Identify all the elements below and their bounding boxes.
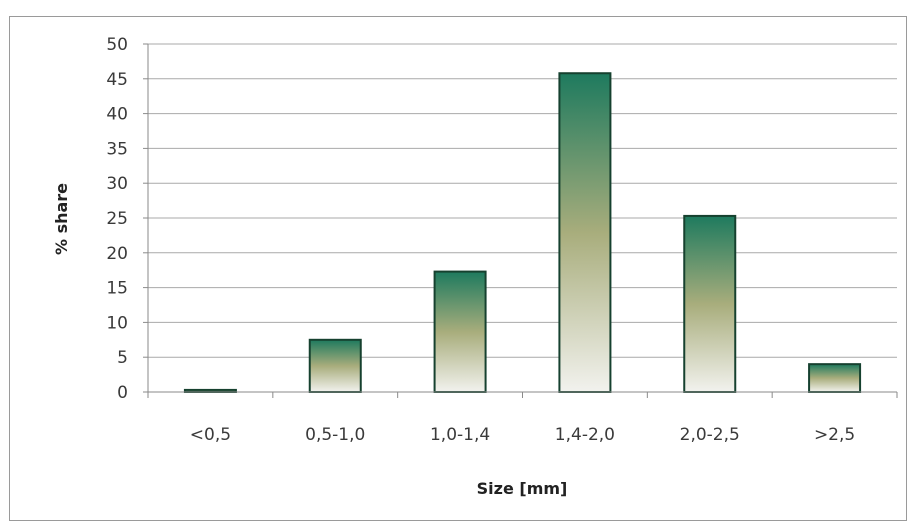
x-tick-label: 1,0-1,4 xyxy=(430,425,490,445)
bar-2 xyxy=(433,270,487,394)
bar-5 xyxy=(808,363,862,394)
bars xyxy=(183,72,862,394)
y-tick-label: 35 xyxy=(106,139,128,159)
y-tick-label: 20 xyxy=(106,244,128,264)
bar-3 xyxy=(558,72,612,394)
bar-1 xyxy=(308,338,362,393)
x-tick-label: 0,5-1,0 xyxy=(305,425,365,445)
y-tick-label: 40 xyxy=(106,105,128,125)
bar-4 xyxy=(683,214,737,393)
y-axis-title: % share xyxy=(52,183,71,255)
x-tick-labels: <0,5 0,5-1,0 1,0-1,4 1,4-2,0 2,0-2,5 >2,5 xyxy=(190,425,855,445)
x-tick-label: 2,0-2,5 xyxy=(680,425,740,445)
y-tick-label: 30 xyxy=(106,174,128,194)
y-tick-label: 25 xyxy=(106,209,128,229)
y-tick-label: 45 xyxy=(106,70,128,90)
y-tick-label: 10 xyxy=(106,313,128,333)
x-tick-label: <0,5 xyxy=(190,425,231,445)
y-tick-label: 0 xyxy=(117,383,128,403)
x-axis-title: Size [mm] xyxy=(477,479,568,498)
chart-frame xyxy=(9,16,907,521)
x-tick-label: >2,5 xyxy=(814,425,855,445)
y-tick-labels: 0 5 10 15 20 25 30 35 40 45 50 xyxy=(106,35,128,403)
y-tick-label: 15 xyxy=(106,279,128,299)
axes xyxy=(143,43,898,398)
y-tick-label: 5 xyxy=(117,348,128,368)
gridlines xyxy=(148,43,897,358)
y-tick-label: 50 xyxy=(106,35,128,55)
x-tick-label: 1,4-2,0 xyxy=(555,425,615,445)
